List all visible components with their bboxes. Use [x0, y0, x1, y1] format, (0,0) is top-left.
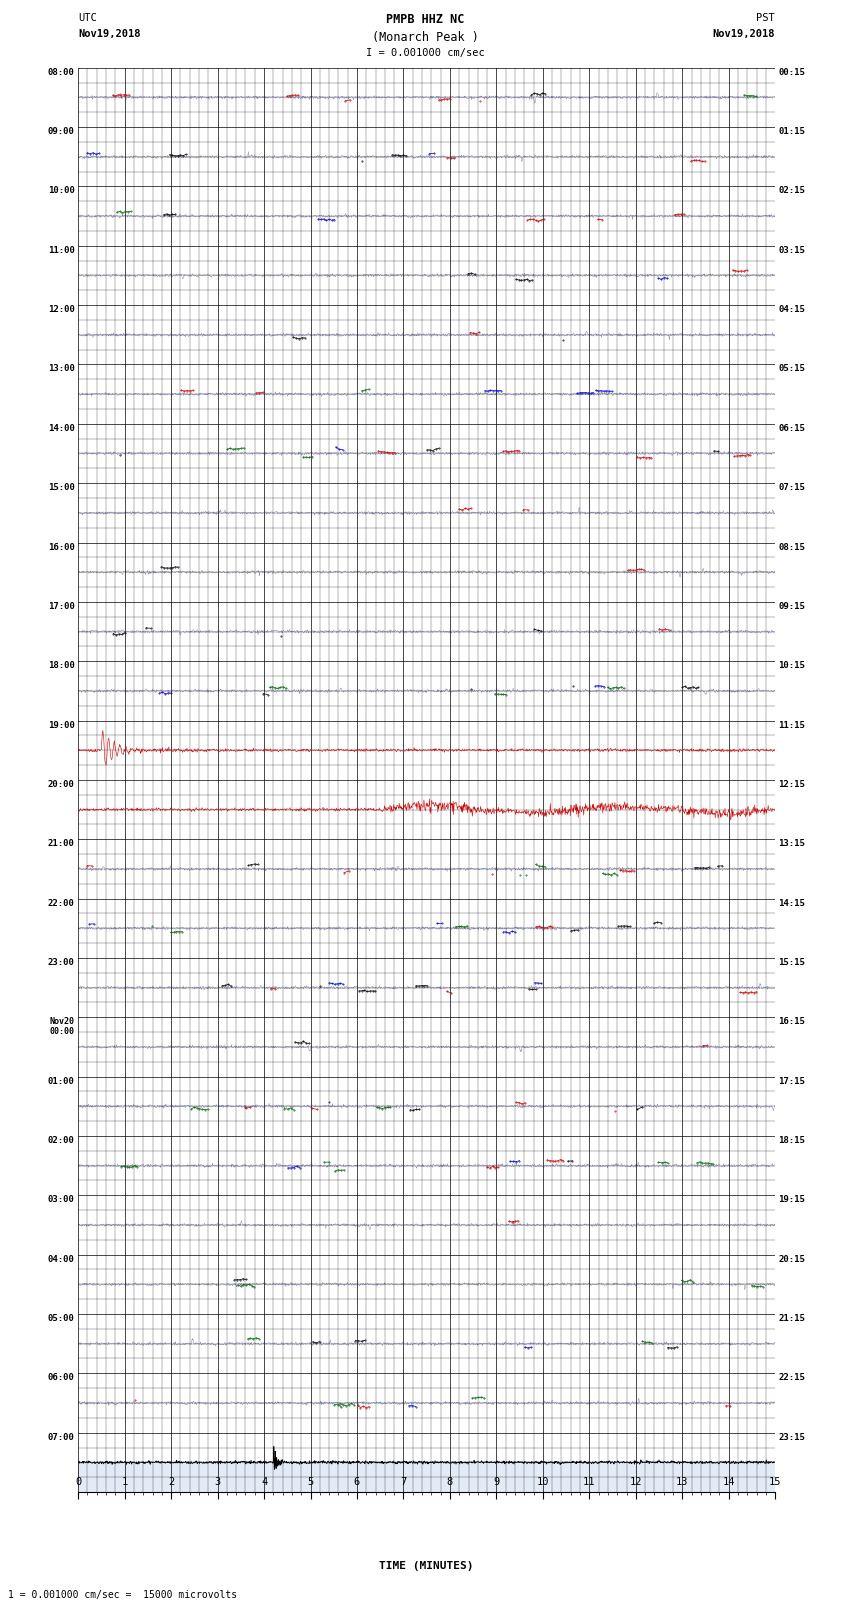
Text: 02:00: 02:00	[48, 1136, 75, 1145]
Text: 10:15: 10:15	[779, 661, 806, 669]
Text: (Monarch Peak ): (Monarch Peak )	[371, 31, 479, 44]
Text: 02:15: 02:15	[779, 187, 806, 195]
Text: PMPB HHZ NC: PMPB HHZ NC	[386, 13, 464, 26]
Text: 06:15: 06:15	[779, 424, 806, 432]
Text: 18:15: 18:15	[779, 1136, 806, 1145]
Text: 15:15: 15:15	[779, 958, 806, 966]
Text: TIME (MINUTES): TIME (MINUTES)	[379, 1561, 474, 1571]
Text: 09:15: 09:15	[779, 602, 806, 611]
Text: 04:00: 04:00	[48, 1255, 75, 1263]
Text: 11:00: 11:00	[48, 245, 75, 255]
Text: 1 = 0.001000 cm/sec =  15000 microvolts: 1 = 0.001000 cm/sec = 15000 microvolts	[8, 1590, 238, 1600]
Text: 11:15: 11:15	[779, 721, 806, 729]
Text: PST: PST	[756, 13, 775, 23]
Text: 05:00: 05:00	[48, 1315, 75, 1323]
Text: 08:00: 08:00	[48, 68, 75, 77]
Text: 23:15: 23:15	[779, 1432, 806, 1442]
Text: 17:15: 17:15	[779, 1076, 806, 1086]
Text: 19:15: 19:15	[779, 1195, 806, 1205]
Text: 03:00: 03:00	[48, 1195, 75, 1205]
Text: 07:15: 07:15	[779, 484, 806, 492]
Text: 13:00: 13:00	[48, 365, 75, 374]
Text: 12:00: 12:00	[48, 305, 75, 315]
Text: Nov19,2018: Nov19,2018	[712, 29, 775, 39]
Text: 14:15: 14:15	[779, 898, 806, 908]
Text: 07:00: 07:00	[48, 1432, 75, 1442]
Text: 12:15: 12:15	[779, 781, 806, 789]
Text: 04:15: 04:15	[779, 305, 806, 315]
Text: Nov20
00:00: Nov20 00:00	[50, 1018, 75, 1036]
Text: 10:00: 10:00	[48, 187, 75, 195]
Text: 18:00: 18:00	[48, 661, 75, 669]
Bar	[78, 1463, 775, 1492]
Text: 01:00: 01:00	[48, 1076, 75, 1086]
Text: 15:00: 15:00	[48, 484, 75, 492]
Text: Nov19,2018: Nov19,2018	[78, 29, 141, 39]
Text: 21:15: 21:15	[779, 1315, 806, 1323]
Text: 05:15: 05:15	[779, 365, 806, 374]
Text: 21:00: 21:00	[48, 839, 75, 848]
Text: 01:15: 01:15	[779, 127, 806, 135]
Text: 09:00: 09:00	[48, 127, 75, 135]
Text: 06:00: 06:00	[48, 1373, 75, 1382]
Text: 00:15: 00:15	[779, 68, 806, 77]
Text: 13:15: 13:15	[779, 839, 806, 848]
Text: I = 0.001000 cm/sec: I = 0.001000 cm/sec	[366, 48, 484, 58]
Text: 08:15: 08:15	[779, 542, 806, 552]
Text: 20:15: 20:15	[779, 1255, 806, 1263]
Text: 17:00: 17:00	[48, 602, 75, 611]
Text: 16:15: 16:15	[779, 1018, 806, 1026]
Text: UTC: UTC	[78, 13, 97, 23]
Text: 20:00: 20:00	[48, 781, 75, 789]
Text: 23:00: 23:00	[48, 958, 75, 966]
Text: 22:00: 22:00	[48, 898, 75, 908]
Text: 22:15: 22:15	[779, 1373, 806, 1382]
Text: 19:00: 19:00	[48, 721, 75, 729]
Text: 16:00: 16:00	[48, 542, 75, 552]
Text: 14:00: 14:00	[48, 424, 75, 432]
Text: 03:15: 03:15	[779, 245, 806, 255]
